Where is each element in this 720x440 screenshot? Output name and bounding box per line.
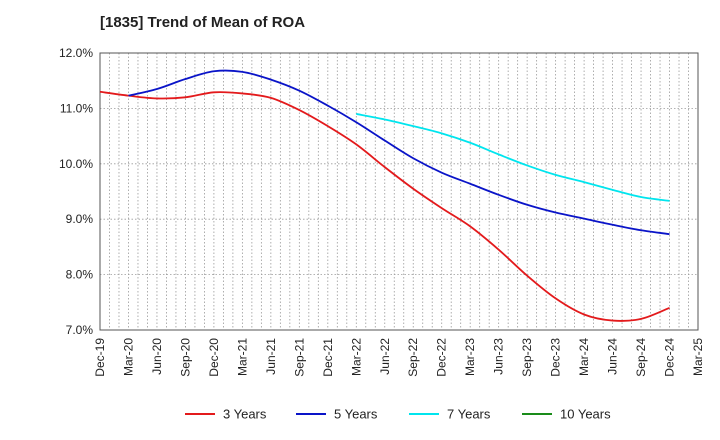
x-tick-label: Jun-23 (492, 338, 506, 375)
series-layer (99, 69, 670, 322)
x-tick-label: Dec-23 (549, 338, 563, 377)
legend-label: 5 Years (334, 407, 378, 422)
axis-layer: 7.0% 8.0% 9.0% 10.0% 11.0% 12.0% Dec-19 Mar-20 J… (59, 46, 705, 377)
chart-title: [1835] Trend of Mean of ROA (100, 14, 306, 31)
x-tick-label: Jun-24 (606, 338, 620, 375)
series-line-7-years (356, 113, 670, 202)
x-tick-label: Jun-21 (264, 338, 278, 375)
y-tick-label: 10.0% (59, 157, 93, 171)
x-tick-label: Dec-22 (435, 338, 449, 377)
plot-frame (99, 52, 699, 331)
legend-layer: 3 Years 5 Years 7 Years 10 Years (185, 407, 611, 422)
grid-layer (100, 53, 698, 330)
y-tick-label: 11.0% (60, 101, 93, 115)
x-tick-label: Sep-20 (178, 338, 192, 377)
x-tick-label: Sep-24 (634, 338, 648, 377)
x-tick-label: Mar-20 (121, 338, 135, 376)
y-tick-label: 8.0% (66, 268, 94, 282)
y-tick-label: 7.0% (66, 323, 94, 337)
x-tick-label: Mar-22 (349, 338, 363, 376)
x-tick-label: Sep-22 (406, 338, 420, 377)
x-tick-label: Mar-24 (577, 338, 591, 376)
y-tick-label: 9.0% (66, 212, 94, 226)
x-tick-label: Jun-22 (378, 338, 392, 375)
x-tick-label: Mar-21 (235, 338, 249, 376)
x-tick-label: Jun-20 (150, 338, 164, 375)
x-tick-label: Dec-24 (663, 338, 677, 377)
x-tick-label: Dec-21 (321, 338, 335, 377)
x-tick-label: Sep-21 (292, 338, 306, 377)
legend-label: 7 Years (447, 407, 491, 422)
series-line-3-years (99, 90, 670, 322)
x-tick-label: Sep-23 (520, 338, 534, 377)
x-tick-label: Dec-20 (207, 338, 221, 377)
legend-label: 3 Years (223, 407, 267, 422)
x-tick-label: Dec-19 (93, 338, 107, 377)
series-line-5-years (128, 69, 670, 236)
y-tick-label: 12.0% (59, 46, 93, 60)
x-tick-label: Mar-23 (463, 338, 477, 376)
x-tick-label: Mar-25 (691, 338, 705, 376)
legend-label: 10 Years (560, 407, 611, 422)
